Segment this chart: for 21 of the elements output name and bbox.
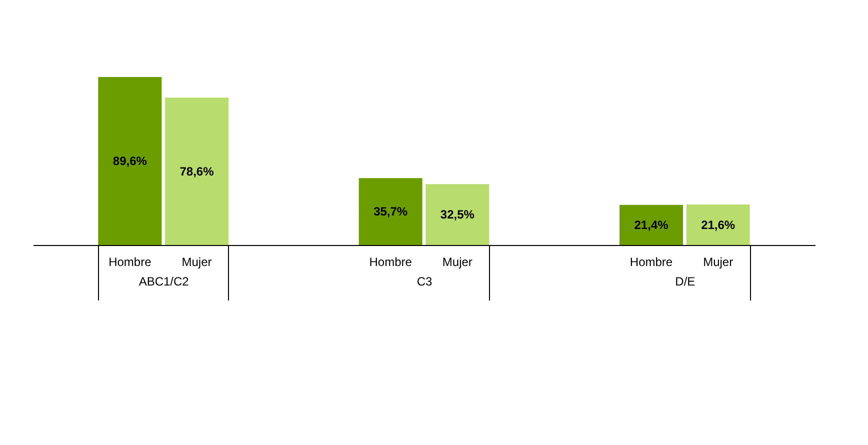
bar [686,204,750,245]
x-tick-label: ABC1/C2 [138,274,190,288]
text: Mujer [442,255,472,269]
data-label: 21,6% [701,218,736,232]
series-label: Hombre [108,255,152,269]
bar [165,98,228,245]
data-label: 35,7% [374,204,408,219]
text: Hombre [369,255,412,269]
bar [426,184,490,245]
data-label: 78,6% [180,164,214,178]
bar [358,178,422,245]
x-tick-label: C3 [416,274,432,288]
text: Hombre [630,255,673,269]
data-label: 32,5% [440,208,475,222]
bar [620,204,683,245]
data-label: 21,4% [634,218,669,232]
series-label: Mujer [182,255,212,269]
data-label: 89,6% [112,154,148,168]
x-tick-label: D/E [675,274,696,288]
text: Mujer [703,255,734,269]
bar [98,77,162,245]
